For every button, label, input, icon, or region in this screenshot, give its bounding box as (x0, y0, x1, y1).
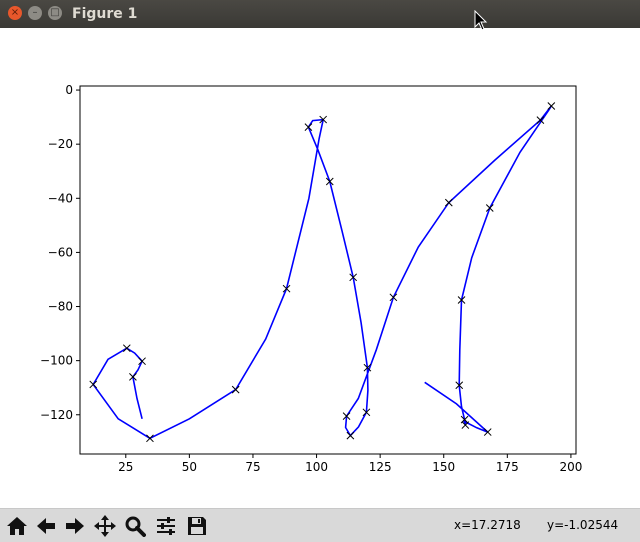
save-button[interactable] (184, 513, 210, 539)
data-point-marker (138, 357, 146, 366)
title-bar: × – □ Figure 1 (0, 0, 640, 31)
floppy-disk-icon (188, 517, 206, 535)
move-arrows-icon (94, 515, 116, 537)
data-point-marker (362, 408, 371, 417)
x-tick-label: 150 (432, 460, 455, 474)
mouse-pointer-icon (474, 10, 488, 31)
y-tick-label: −100 (40, 354, 73, 368)
x-tick-label: 200 (559, 460, 582, 474)
back-button[interactable] (33, 513, 59, 539)
y-tick-label: −40 (48, 191, 73, 205)
sliders-icon (157, 517, 175, 535)
window-title: Figure 1 (72, 6, 138, 22)
arrow-left-icon (37, 518, 55, 534)
x-tick-label: 50 (182, 460, 197, 474)
plot-svg: 25 50 75 100 125 150 175 200 0 −20 −40 −60 −80 −100 −… (40, 83, 582, 474)
x-tick-label: 25 (118, 460, 133, 474)
data-point-marker (325, 177, 334, 186)
data-point-marker (363, 363, 372, 372)
data-point-marker (122, 344, 131, 353)
x-tick-label: 75 (245, 460, 260, 474)
data-point-marker (146, 434, 154, 443)
x-tick-label: 100 (305, 460, 328, 474)
data-point-marker (231, 385, 240, 394)
data-point-marker (342, 412, 351, 420)
forward-button[interactable] (62, 513, 88, 539)
home-icon (7, 517, 27, 535)
configure-subplots-button[interactable] (153, 513, 179, 539)
data-point-marker (129, 373, 137, 381)
data-point-marker (457, 296, 466, 304)
data-point-marker (89, 380, 98, 389)
data-point-marker (444, 198, 453, 207)
navigation-toolbar: x=17.2718 y=-1.02544 (0, 508, 640, 542)
y-tick-label: −120 (40, 408, 73, 422)
y-tick-label: −20 (48, 137, 73, 151)
maximize-window-button[interactable]: □ (48, 6, 62, 20)
close-window-button[interactable]: × (8, 6, 22, 20)
axes-frame (79, 85, 577, 455)
arrow-right-icon (66, 518, 84, 534)
data-point-marker (485, 204, 494, 212)
data-point-marker (304, 123, 313, 131)
data-point-marker (536, 116, 545, 124)
data-line (92, 105, 552, 440)
minimize-window-button[interactable]: – (28, 6, 42, 20)
data-point-marker (461, 421, 470, 429)
data-point-marker (389, 293, 398, 302)
data-point-marker (346, 431, 355, 440)
data-point-marker (349, 273, 358, 282)
data-point-marker (282, 284, 291, 293)
data-point-marker (319, 115, 328, 124)
data-point-marker (455, 381, 464, 390)
pan-button[interactable] (92, 513, 118, 539)
x-tick-label: 125 (369, 460, 392, 474)
plot-canvas[interactable]: 25 50 75 100 125 150 175 200 0 −20 −40 −60 −80 −100 −… (0, 28, 640, 508)
data-point-marker (483, 428, 492, 436)
y-tick-label: −60 (48, 245, 73, 259)
y-tick-label: 0 (65, 83, 73, 97)
zoom-button[interactable] (122, 513, 148, 539)
home-button[interactable] (4, 513, 30, 539)
magnifier-icon (125, 516, 146, 537)
cursor-x-readout: x=17.2718 (454, 518, 521, 532)
x-tick-label: 175 (496, 460, 519, 474)
y-tick-label: −80 (48, 300, 73, 314)
data-point-marker (547, 102, 556, 110)
cursor-y-readout: y=-1.02544 (547, 518, 619, 532)
